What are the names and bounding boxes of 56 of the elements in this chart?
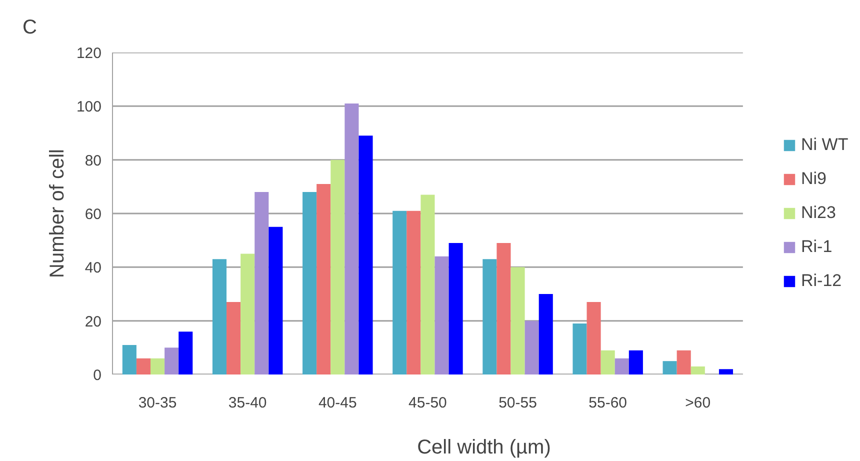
bar	[690, 366, 705, 374]
y-tick-label: 120	[76, 45, 102, 62]
bar	[448, 243, 463, 374]
bar	[392, 210, 407, 374]
legend-label: Ni23	[801, 203, 837, 223]
bar	[434, 256, 449, 374]
bar	[178, 332, 193, 374]
bar	[240, 254, 255, 374]
bar	[302, 192, 317, 374]
bar	[524, 320, 539, 374]
bar	[718, 369, 734, 374]
bar	[662, 361, 677, 374]
y-tick-label: 60	[84, 206, 102, 223]
bar	[572, 324, 587, 374]
bar	[406, 210, 421, 374]
bar	[628, 350, 643, 374]
legend-label: Ri-12	[801, 271, 843, 291]
bar	[344, 103, 359, 374]
y-tick-label: 80	[84, 152, 102, 170]
text: C	[22, 16, 37, 38]
x-tick-label: 35-40	[228, 394, 267, 412]
bar	[586, 302, 601, 374]
legend-label: Ni WT	[801, 135, 850, 155]
y-tick-label: 0	[93, 367, 102, 384]
x-tick-label: 55-60	[588, 394, 628, 412]
bar	[136, 358, 151, 374]
bar	[268, 226, 283, 374]
legend-label: Ni9	[801, 169, 828, 189]
bar	[316, 184, 331, 374]
bar	[538, 294, 553, 374]
x-tick-label: 40-45	[318, 394, 357, 412]
bar	[496, 243, 511, 374]
bar	[510, 267, 525, 374]
bar	[226, 302, 241, 374]
bar	[164, 348, 179, 374]
bar	[614, 358, 629, 374]
bar	[482, 259, 497, 374]
bar	[150, 358, 165, 374]
bar	[212, 259, 227, 374]
legend-label: Ri-1	[801, 237, 834, 257]
bar	[122, 344, 136, 374]
y-tick-label: 40	[84, 260, 102, 277]
y-tick-label: 20	[84, 313, 102, 330]
bar	[676, 350, 691, 374]
bar	[600, 350, 615, 374]
bar	[254, 192, 269, 374]
bar	[420, 194, 435, 374]
x-tick-label: 30-35	[138, 394, 177, 412]
y-tick-label: 100	[76, 98, 102, 116]
x-tick-label: 45-50	[408, 394, 447, 412]
bar	[358, 136, 373, 374]
x-axis-title: Cell width (µm)	[417, 436, 551, 458]
x-tick-label: 50-55	[498, 394, 537, 412]
bar	[330, 160, 345, 374]
x-tick-label: >60	[685, 394, 711, 412]
y-axis-title: Number of cell	[46, 149, 68, 278]
